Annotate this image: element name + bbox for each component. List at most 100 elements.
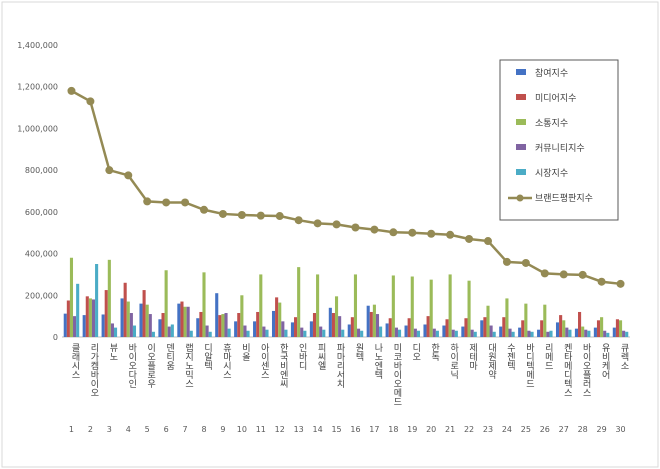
bar	[379, 326, 383, 337]
legend-label: 소통지수	[535, 118, 568, 129]
bar	[341, 329, 345, 337]
bar	[170, 324, 174, 337]
category-number: 17	[369, 425, 379, 434]
bar	[388, 318, 392, 337]
bar	[208, 331, 212, 337]
category-labels: 클래시스 1 리가켐바이오 2 뷰노 3 바이오다인 4 이오플로우 5 덴티움 6 랩지노믹스 7 디알텍…	[69, 342, 629, 434]
bar	[435, 330, 439, 337]
category-number: 4	[126, 425, 131, 434]
bar	[338, 316, 342, 337]
line-point	[389, 228, 398, 237]
bar	[464, 318, 468, 337]
category-number: 23	[483, 425, 493, 434]
bar	[158, 319, 162, 337]
y-tick-label: 0	[53, 333, 58, 342]
legend-label: 참여지수	[535, 67, 568, 79]
bar	[416, 330, 421, 337]
bar	[205, 325, 209, 337]
bar	[574, 328, 579, 337]
bar	[568, 329, 572, 337]
bar	[549, 330, 553, 337]
y-tick-label: 1,000,000	[17, 124, 58, 133]
bar	[110, 323, 114, 337]
bar	[107, 259, 111, 337]
bar	[224, 313, 228, 337]
category-number: 14	[313, 425, 323, 434]
bar	[486, 305, 490, 337]
bar	[372, 304, 376, 337]
category-label: 뷰노	[107, 343, 117, 361]
bar	[581, 326, 585, 337]
line-point	[502, 257, 511, 266]
bar	[615, 319, 619, 337]
bar	[275, 297, 279, 337]
bar	[104, 290, 108, 337]
category-number: 16	[350, 425, 360, 434]
bar	[559, 315, 563, 337]
bar	[530, 331, 534, 337]
bar	[237, 313, 241, 337]
bar	[524, 303, 528, 337]
bar	[508, 328, 512, 337]
bar	[316, 274, 320, 337]
category-label: 랩지노믹스	[183, 342, 193, 388]
category-number: 29	[597, 425, 607, 434]
bar	[391, 275, 395, 337]
category-number: 11	[256, 425, 266, 434]
legend-label: 시장지수	[535, 168, 568, 179]
bar	[240, 295, 244, 337]
bar	[290, 322, 295, 337]
line-point	[540, 269, 549, 278]
y-tick-label: 400,000	[25, 250, 58, 259]
category-number: 21	[445, 425, 455, 434]
bar	[473, 331, 477, 337]
y-tick-label: 200,000	[25, 291, 58, 300]
bar	[300, 327, 304, 337]
bar	[413, 328, 417, 337]
line-point	[67, 86, 76, 95]
bar	[369, 311, 373, 337]
category-label: 바디텍메드	[524, 343, 534, 388]
y-tick-label: 1,400,000	[17, 41, 58, 50]
bar	[88, 298, 92, 337]
line-point	[181, 198, 190, 207]
bar	[448, 274, 452, 337]
legend-swatch	[516, 94, 526, 100]
line-point	[313, 219, 322, 228]
bar	[606, 332, 610, 337]
category-label: 바이오플러스	[581, 343, 591, 397]
bar	[451, 329, 455, 337]
bar	[145, 304, 149, 337]
bar	[322, 329, 326, 337]
bar	[489, 325, 493, 337]
line-point	[351, 223, 360, 232]
bar	[218, 315, 222, 337]
bar	[407, 318, 411, 337]
category-number: 8	[201, 425, 206, 434]
bar	[215, 293, 219, 337]
bar	[319, 326, 323, 337]
category-label: 클래시스	[69, 343, 79, 379]
legend-swatch	[516, 119, 526, 125]
bar	[303, 330, 307, 337]
bar	[142, 290, 146, 337]
bar	[429, 279, 433, 337]
category-label: 하이로닉	[448, 343, 458, 380]
bar	[603, 330, 607, 337]
category-label: 제테마	[467, 343, 477, 371]
category-number: 20	[426, 425, 436, 434]
bar	[565, 327, 569, 337]
bar	[129, 313, 133, 337]
category-number: 7	[183, 425, 188, 434]
bar	[265, 329, 269, 337]
category-label: 휴마시스	[221, 343, 231, 379]
bar	[350, 317, 354, 337]
bar	[227, 328, 231, 337]
bar	[334, 296, 339, 337]
bar	[259, 274, 263, 337]
bar	[331, 313, 335, 337]
category-label: 대원제약	[486, 343, 496, 380]
bar	[123, 282, 127, 337]
legend-box	[499, 59, 619, 221]
